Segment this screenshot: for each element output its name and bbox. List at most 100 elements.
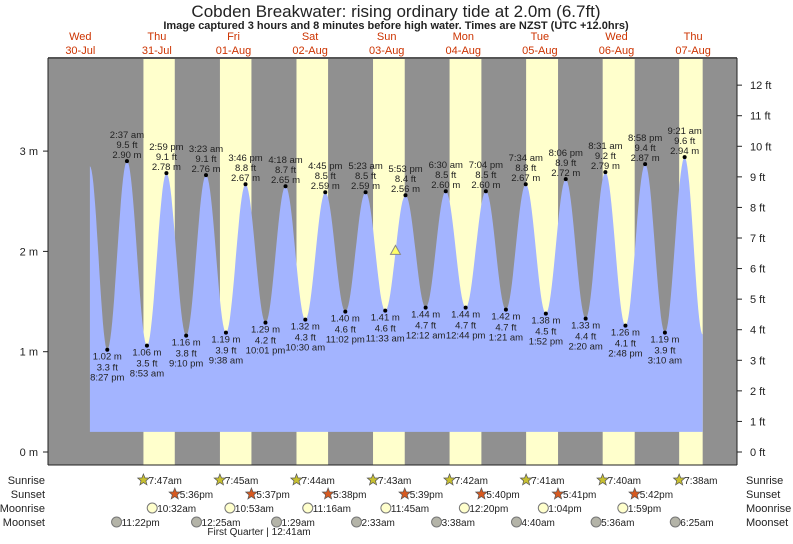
high-tide-ft-label: 8.7 ft — [275, 165, 296, 176]
high-tide-ft-label: 9.6 ft — [674, 136, 695, 147]
low-tide-time-label: 10:30 am — [286, 343, 326, 354]
moonset-icon — [669, 516, 681, 528]
right-tick-label: 8 ft — [750, 202, 765, 214]
low-tide-ft-label: 4.1 ft — [615, 339, 636, 350]
high-tide-point — [363, 190, 368, 195]
high-tide-point — [124, 159, 129, 164]
low-tide-time-label: 12:44 pm — [446, 331, 486, 342]
low-tide-ft-label: 3.5 ft — [136, 359, 157, 370]
right-tick-label: 4 ft — [750, 325, 765, 337]
low-tide-point — [303, 317, 308, 322]
high-tide-ft-label: 8.4 ft — [395, 174, 416, 185]
high-tide-ft-label: 8.5 ft — [475, 170, 496, 181]
low-tide-time-label: 2:48 pm — [608, 349, 642, 360]
low-tide-point — [144, 343, 149, 348]
sunset-row-label-left: Sunset — [11, 489, 45, 501]
low-tide-time-label: 1:52 pm — [529, 337, 563, 348]
moon-phase-label: First Quarter | 12:41am — [207, 527, 310, 538]
sunrise-time: 7:45am — [225, 476, 258, 487]
right-tick-label: 9 ft — [750, 172, 765, 184]
low-tide-m-label: 1.26 m — [611, 328, 640, 339]
sunset-time: 5:37pm — [256, 490, 289, 501]
moonset-time: 1:29am — [282, 518, 315, 529]
moonset-row-label-right: Moonset — [746, 517, 788, 529]
moonset-icon — [590, 516, 602, 528]
high-tide-time-label: 4:45 pm — [308, 161, 342, 172]
low-tide-point — [105, 347, 110, 352]
low-tide-ft-label: 3.8 ft — [176, 349, 197, 360]
plot-area — [47, 57, 738, 466]
moonset-time: 3:38am — [442, 518, 475, 529]
low-tide-m-label: 1.42 m — [491, 312, 520, 323]
high-tide-point — [283, 184, 288, 189]
sunset-time: 5:41pm — [563, 490, 596, 501]
high-tide-m-label: 2.67 m — [231, 173, 260, 184]
high-tide-point — [203, 173, 208, 178]
low-tide-ft-label: 4.6 ft — [335, 325, 356, 336]
right-tick-label: 0 ft — [750, 447, 765, 459]
moonrise-icon — [537, 502, 549, 514]
moonrise-time: 12:20pm — [469, 504, 508, 515]
low-tide-ft-label: 3.3 ft — [97, 363, 118, 374]
high-tide-point — [682, 155, 687, 160]
high-tide-ft-label: 9.4 ft — [635, 143, 656, 154]
sunrise-icon — [519, 473, 533, 486]
low-tide-ft-label: 4.6 ft — [375, 324, 396, 335]
day-date-label: 31-Jul — [142, 45, 172, 57]
moonset-time: 5:36am — [601, 518, 634, 529]
low-tide-ft-label: 4.7 ft — [495, 323, 516, 334]
high-tide-ft-label: 8.8 ft — [515, 163, 536, 174]
moonrise-time: 1:59pm — [628, 504, 661, 515]
high-tide-m-label: 2.94 m — [670, 146, 699, 157]
day-name-label: Mon — [453, 31, 474, 43]
moonset-time: 12:25am — [202, 518, 241, 529]
high-tide-point — [323, 190, 328, 195]
chart-subtitle: Image captured 3 hours and 8 minutes bef… — [163, 20, 629, 32]
high-tide-m-label: 2.76 m — [191, 164, 220, 175]
high-tide-time-label: 3:23 am — [189, 144, 223, 155]
low-tide-m-label: 1.16 m — [172, 338, 201, 349]
moonset-time: 2:33am — [362, 518, 395, 529]
high-tide-m-label: 2.90 m — [112, 150, 141, 161]
high-tide-ft-label: 9.2 ft — [595, 151, 616, 162]
right-tick-label: 12 ft — [750, 80, 771, 92]
low-tide-ft-label: 4.5 ft — [535, 327, 556, 338]
low-tide-ft-label: 3.9 ft — [215, 346, 236, 357]
moonset-time: 11:22pm — [122, 518, 160, 529]
high-tide-ft-label: 8.8 ft — [235, 163, 256, 174]
low-tide-m-label: 1.40 m — [331, 314, 360, 325]
moonrise-icon — [224, 502, 236, 514]
low-tide-m-label: 1.19 m — [650, 335, 679, 346]
high-tide-time-label: 6:30 am — [429, 160, 463, 171]
high-tide-point — [603, 170, 608, 175]
tide-curve — [89, 157, 703, 432]
current-level-marker — [389, 244, 402, 255]
moonrise-row-label-right: Moonrise — [746, 503, 791, 515]
low-tide-ft-label: 4.7 ft — [415, 321, 436, 332]
low-tide-point — [263, 320, 268, 325]
sunrise-time: 7:41am — [531, 476, 564, 487]
sunset-time: 5:38pm — [333, 490, 366, 501]
low-tide-point — [662, 330, 667, 335]
sunset-time: 5:42pm — [640, 490, 673, 501]
right-tick-label: 7 ft — [750, 233, 765, 245]
sunrise-row-label-left: Sunrise — [8, 475, 45, 487]
low-tide-point — [583, 316, 588, 321]
low-tide-point — [503, 307, 508, 312]
low-tide-m-label: 1.41 m — [371, 313, 400, 324]
sunset-row-label-right: Sunset — [746, 489, 780, 501]
high-tide-ft-label: 8.5 ft — [355, 171, 376, 182]
right-tick-label: 2 ft — [750, 386, 765, 398]
high-tide-point — [164, 171, 169, 176]
day-name-label: Thu — [147, 31, 166, 43]
low-tide-m-label: 1.38 m — [531, 316, 560, 327]
high-tide-point — [643, 162, 648, 167]
moonrise-icon — [617, 502, 629, 514]
left-tick-label: 0 m — [20, 447, 38, 459]
high-tide-ft-label: 9.5 ft — [116, 140, 137, 151]
right-tick-label: 3 ft — [750, 355, 765, 367]
high-tide-ft-label: 9.1 ft — [156, 152, 177, 163]
high-tide-m-label: 2.59 m — [311, 181, 340, 192]
sunset-icon — [628, 487, 642, 500]
sunset-icon — [244, 487, 259, 500]
